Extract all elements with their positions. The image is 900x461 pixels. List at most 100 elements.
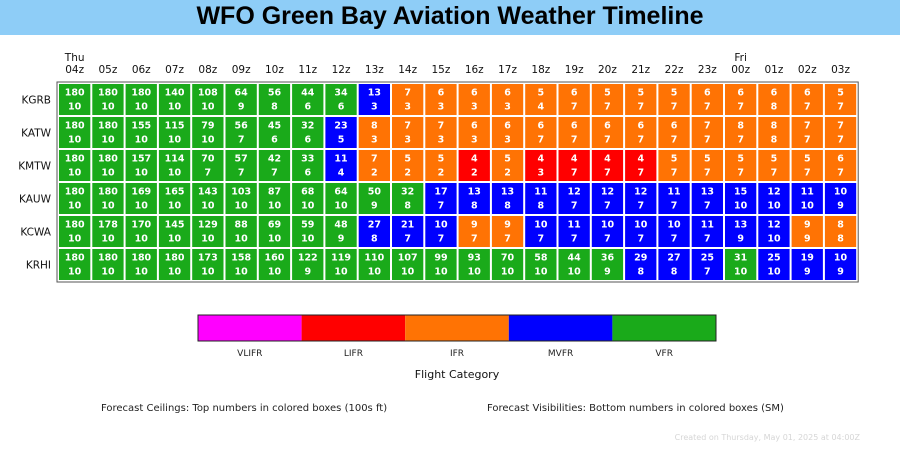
forecast-cell xyxy=(591,216,624,247)
forecast-cell xyxy=(525,249,557,280)
hour-label: 17z xyxy=(498,64,517,76)
visibility-value: 8 xyxy=(637,267,644,278)
ceiling-value: 107 xyxy=(398,253,418,264)
station-label: KAUW xyxy=(19,194,52,206)
ceiling-value: 8 xyxy=(737,121,744,132)
forecast-cell xyxy=(525,150,557,181)
visibility-value: 10 xyxy=(201,267,215,278)
visibility-value: 10 xyxy=(68,102,82,113)
forecast-cell xyxy=(325,183,357,214)
forecast-cell xyxy=(725,249,757,280)
visibility-value: 10 xyxy=(368,267,382,278)
forecast-cell xyxy=(791,183,823,214)
forecast-cell xyxy=(791,150,823,181)
ceiling-value: 11 xyxy=(801,187,814,198)
ceiling-value: 11 xyxy=(534,187,547,198)
ceiling-value: 6 xyxy=(538,121,545,132)
ceiling-value: 25 xyxy=(701,253,714,264)
visibility-value: 10 xyxy=(68,135,82,146)
visibility-value: 7 xyxy=(238,168,245,179)
ceiling-value: 11 xyxy=(568,220,581,231)
visibility-value: 10 xyxy=(334,267,348,278)
ceiling-value: 5 xyxy=(438,154,445,165)
hour-label: 12z xyxy=(332,64,351,76)
forecast-cell xyxy=(824,84,857,115)
forecast-cell xyxy=(458,150,490,181)
ceiling-value: 10 xyxy=(834,187,848,198)
station-label: KRHI xyxy=(26,260,51,272)
visibility-value: 10 xyxy=(168,234,182,245)
ceiling-value: 56 xyxy=(235,121,249,132)
ceiling-value: 79 xyxy=(201,121,214,132)
forecast-cell xyxy=(358,84,390,115)
ceiling-value: 11 xyxy=(667,187,680,198)
forecast-cell xyxy=(392,183,424,214)
ceiling-value: 108 xyxy=(198,88,218,99)
visibility-value: 7 xyxy=(671,102,678,113)
visibility-value: 7 xyxy=(804,168,811,179)
title-bar xyxy=(0,0,900,35)
forecast-cell xyxy=(625,150,657,181)
ceiling-value: 12 xyxy=(568,187,581,198)
ceiling-value: 64 xyxy=(334,187,348,198)
visibility-value: 8 xyxy=(771,135,778,146)
ceiling-value: 6 xyxy=(637,121,644,132)
ceiling-value: 5 xyxy=(671,154,678,165)
forecast-cell xyxy=(824,150,857,181)
visibility-value: 2 xyxy=(404,168,411,179)
forecast-cell xyxy=(192,183,224,214)
ceiling-value: 93 xyxy=(468,253,481,264)
forecast-cell xyxy=(558,249,590,280)
visibility-value: 3 xyxy=(371,135,378,146)
ceiling-value: 15 xyxy=(734,187,747,198)
visibility-value: 2 xyxy=(438,168,445,179)
forecast-cell xyxy=(625,249,657,280)
ceiling-value: 9 xyxy=(804,220,811,231)
visibility-value: 10 xyxy=(534,267,548,278)
ceiling-value: 32 xyxy=(401,187,414,198)
ceiling-value: 13 xyxy=(734,220,747,231)
visibility-value: 8 xyxy=(471,201,478,212)
forecast-cell xyxy=(292,150,324,181)
ceiling-value: 9 xyxy=(504,220,511,231)
ceiling-value: 34 xyxy=(334,88,348,99)
forecast-cell xyxy=(425,117,457,148)
ceiling-value: 114 xyxy=(165,154,185,165)
visibility-value: 4 xyxy=(338,168,345,179)
forecast-cell xyxy=(691,84,723,115)
visibility-value: 7 xyxy=(804,135,811,146)
forecast-cell xyxy=(758,117,790,148)
forecast-cell xyxy=(325,216,357,247)
ceiling-value: 173 xyxy=(198,253,218,264)
forecast-cell xyxy=(824,216,857,247)
forecast-cell xyxy=(558,84,590,115)
created-timestamp: Created on Thursday, May 01, 2025 at 04:… xyxy=(674,433,860,442)
forecast-cell xyxy=(558,150,590,181)
ceiling-value: 44 xyxy=(568,253,582,264)
visibility-value: 10 xyxy=(201,102,215,113)
visibility-value: 8 xyxy=(837,234,844,245)
forecast-cell xyxy=(491,183,524,214)
ceiling-value: 29 xyxy=(634,253,647,264)
forecast-cell xyxy=(292,84,324,115)
ceiling-value: 129 xyxy=(198,220,218,231)
visibility-value: 9 xyxy=(604,267,611,278)
ceiling-value: 110 xyxy=(364,253,384,264)
visibility-value: 10 xyxy=(401,267,415,278)
forecast-cell xyxy=(625,84,657,115)
hour-label: 09z xyxy=(232,64,251,76)
hour-label: 16z xyxy=(465,64,484,76)
forecast-cell xyxy=(425,249,457,280)
visibility-value: 7 xyxy=(571,135,578,146)
forecast-cell xyxy=(591,117,624,148)
ceiling-value: 7 xyxy=(404,121,411,132)
forecast-cell xyxy=(92,150,124,181)
legend-label: LIFR xyxy=(344,349,363,359)
visibility-value: 4 xyxy=(538,102,545,113)
legend-label: VFR xyxy=(655,349,673,359)
forecast-cell xyxy=(292,183,324,214)
forecast-cell xyxy=(691,249,723,280)
ceiling-value: 6 xyxy=(504,88,511,99)
visibility-value: 9 xyxy=(804,234,811,245)
